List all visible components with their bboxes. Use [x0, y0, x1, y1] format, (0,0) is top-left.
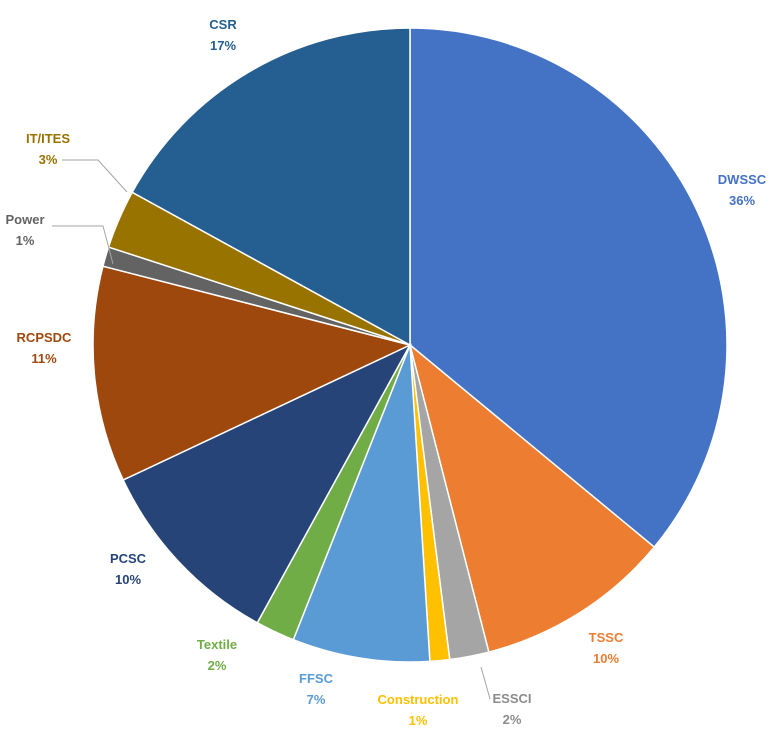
slice-percent-label: 1% — [16, 233, 35, 248]
pie-slice-rcpsdc — [92, 265, 413, 481]
pie-slice-ffsc — [292, 344, 431, 663]
slice-category-label: TSSC — [589, 630, 624, 645]
slice-category-label: DWSSC — [718, 172, 767, 187]
slice-percent-label: 10% — [593, 651, 619, 666]
slice-category-label: IT/ITES — [26, 131, 70, 146]
pie-slice-pcsc — [122, 343, 412, 624]
leader-line — [62, 159, 128, 193]
slice-category-label: ESSCI — [492, 691, 531, 706]
leader-line — [480, 666, 491, 700]
slice-label: Construction 1% — [378, 692, 459, 728]
slice-category-label: Power — [5, 212, 44, 227]
slice-percent-label: 17% — [210, 38, 236, 53]
leader-lines — [52, 159, 491, 700]
leader-line — [52, 225, 114, 265]
pie-slices — [92, 27, 728, 663]
slice-label: PCSC 10% — [110, 551, 147, 587]
pie-slice-dwssc — [409, 27, 728, 549]
slice-percent-label: 1% — [409, 713, 428, 728]
slice-percent-label: 36% — [729, 193, 755, 208]
slice-category-label: RCPSDC — [17, 330, 73, 345]
slice-category-label: PCSC — [110, 551, 147, 566]
slice-percent-label: 7% — [307, 692, 326, 707]
slice-label: CSR 17% — [209, 17, 237, 53]
slice-label: DWSSC 36% — [718, 172, 767, 208]
slice-category-label: Textile — [197, 637, 237, 652]
slice-percent-label: 2% — [503, 712, 522, 727]
slice-label: IT/ITES 3% — [26, 131, 70, 167]
slice-percent-label: 10% — [115, 572, 141, 587]
slice-label: ESSCI 2% — [492, 691, 531, 727]
slice-label: RCPSDC 11% — [17, 330, 73, 366]
slice-labels: DWSSC 36% TSSC 10% ESSCI 2% Construction 1% FFSC… — [5, 17, 766, 728]
slice-label: Power 1% — [5, 212, 44, 248]
slice-percent-label: 3% — [39, 152, 58, 167]
slice-category-label: Construction — [378, 692, 459, 707]
slice-label: Textile 2% — [197, 637, 237, 673]
slice-label: FFSC 7% — [299, 671, 334, 707]
slice-percent-label: 11% — [31, 351, 57, 366]
pie-slice-tssc — [408, 342, 656, 653]
slice-percent-label: 2% — [208, 658, 227, 673]
slice-label: TSSC 10% — [589, 630, 624, 666]
pie-slice-csr — [131, 27, 411, 347]
slice-category-label: FFSC — [299, 671, 334, 686]
slice-category-label: CSR — [209, 17, 237, 32]
